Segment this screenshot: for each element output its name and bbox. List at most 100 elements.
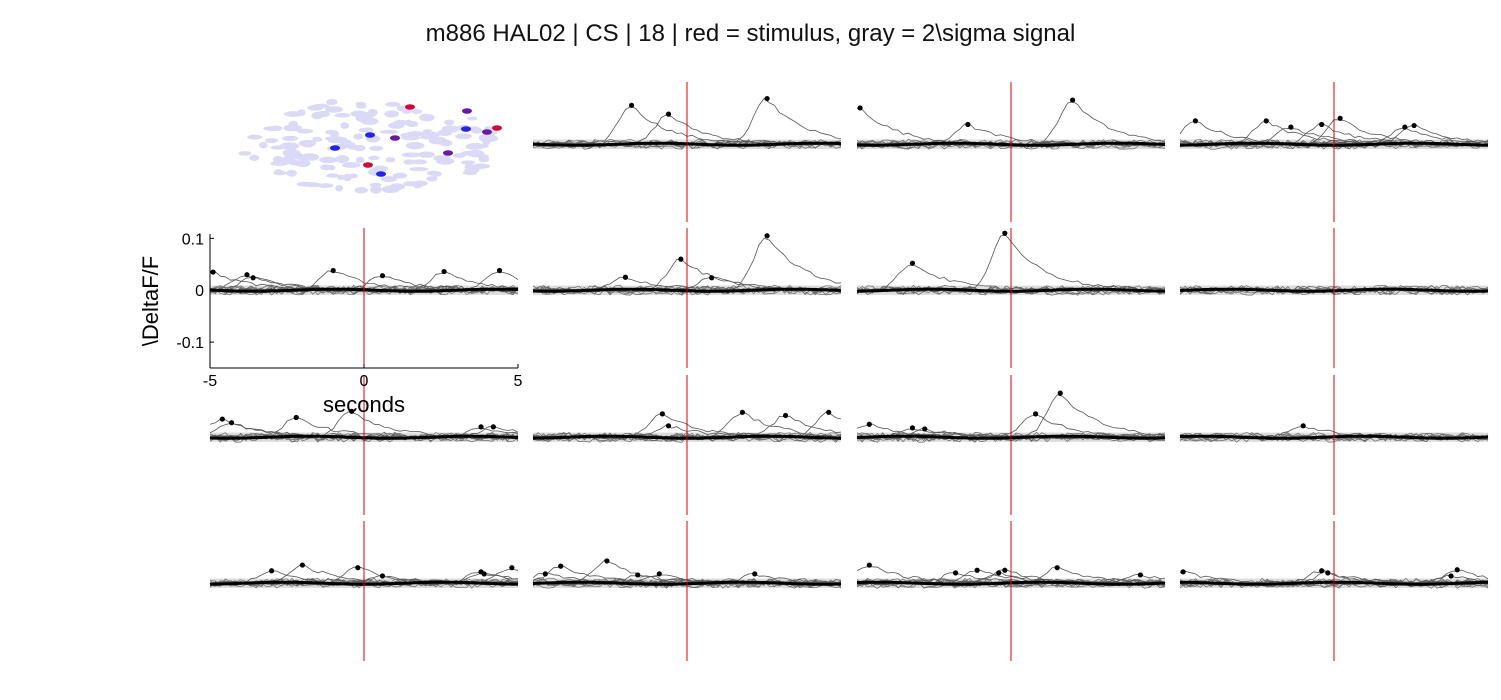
- roi-background: [466, 142, 485, 150]
- peak-marker: [1319, 121, 1325, 128]
- roi-background: [284, 153, 298, 160]
- peak-marker: [764, 233, 770, 239]
- peak-marker: [635, 572, 641, 578]
- trace-panel-r2c2: [532, 228, 842, 368]
- peak-marker: [210, 269, 216, 275]
- roi-background: [478, 156, 490, 163]
- roi-background: [286, 169, 297, 177]
- x-axis-label: seconds: [323, 392, 405, 417]
- peak-marker: [1137, 572, 1143, 578]
- peak-marker: [965, 121, 971, 128]
- roi-background: [406, 131, 425, 137]
- roi-background: [404, 119, 413, 126]
- peak-marker: [628, 102, 635, 108]
- peak-marker: [1057, 390, 1063, 396]
- peak-marker: [678, 256, 684, 262]
- roi-background: [388, 122, 405, 129]
- roi-background: [402, 109, 412, 114]
- peak-marker: [1180, 569, 1186, 575]
- roi-background: [409, 167, 429, 172]
- y-tick-label: -0.1: [176, 335, 204, 352]
- roi-background: [247, 134, 263, 140]
- x-tick-label: -5: [203, 373, 217, 390]
- peak-marker: [739, 409, 746, 415]
- axes-row2-col1: 0.1 0 -0.1 -5 0 5 seconds \DeltaF/F: [138, 231, 523, 417]
- peak-marker: [752, 571, 758, 577]
- roi-background: [455, 133, 472, 140]
- roi-highlight: [390, 135, 400, 141]
- peak-marker: [558, 563, 564, 569]
- roi-background: [282, 135, 299, 142]
- roi-background: [284, 111, 303, 117]
- roi-background: [370, 185, 382, 194]
- roi-background: [335, 155, 350, 164]
- roi-background: [270, 145, 285, 150]
- roi-background: [385, 157, 396, 163]
- x-tick-label: 5: [514, 373, 523, 390]
- roi-highlight: [363, 162, 373, 168]
- roi-background: [462, 170, 478, 176]
- peak-marker: [665, 423, 672, 429]
- peak-marker: [622, 274, 629, 280]
- peak-marker: [330, 267, 336, 274]
- roi-background: [296, 181, 315, 187]
- peak-marker: [228, 420, 235, 426]
- roi-highlight: [461, 126, 471, 132]
- peak-marker: [952, 570, 959, 576]
- roi-background: [303, 143, 314, 148]
- peak-marker: [1033, 411, 1039, 417]
- roi-highlight: [330, 145, 340, 151]
- peak-marker: [1054, 565, 1060, 571]
- peak-marker: [299, 562, 305, 568]
- peak-marker: [1319, 568, 1325, 574]
- roi-highlight: [482, 129, 492, 135]
- trace-panel-r2c4: [1179, 228, 1489, 368]
- roi-background: [294, 159, 311, 168]
- roi-background: [288, 120, 298, 128]
- roi-background: [283, 124, 303, 132]
- peak-marker: [490, 424, 496, 430]
- roi-background: [472, 163, 490, 169]
- peak-marker: [665, 111, 672, 117]
- roi-background: [368, 155, 380, 161]
- roi-background: [413, 182, 423, 189]
- trace-panel-r2c3: [856, 228, 1166, 368]
- roi-background: [379, 129, 398, 134]
- roi-background: [263, 126, 282, 131]
- roi-background: [470, 127, 483, 134]
- peak-marker: [659, 411, 665, 417]
- roi-background: [380, 176, 397, 183]
- peak-marker: [269, 568, 275, 574]
- roi-highlight: [376, 171, 386, 177]
- roi-background: [355, 114, 373, 123]
- y-axis-label: \DeltaF/F: [138, 256, 163, 346]
- roi-background: [464, 163, 475, 171]
- roi-background: [238, 151, 252, 156]
- roi-background: [411, 109, 423, 114]
- peak-marker: [1448, 573, 1454, 579]
- roi-background: [392, 172, 408, 179]
- roi-highlight: [492, 125, 502, 131]
- peak-marker: [857, 105, 863, 111]
- peak-marker: [764, 95, 770, 102]
- roi-background: [295, 155, 315, 161]
- trace-panel-r4c4: [1179, 521, 1489, 661]
- peak-marker: [866, 562, 872, 568]
- roi-background: [311, 111, 323, 120]
- peak-marker: [1325, 570, 1331, 576]
- roi-background: [431, 171, 442, 177]
- peak-marker: [1402, 124, 1408, 130]
- trace-panel-r3c2: [532, 375, 842, 515]
- peak-marker: [782, 412, 789, 419]
- roi-background: [426, 176, 438, 182]
- peak-marker: [826, 409, 832, 415]
- peak-marker: [1411, 122, 1417, 129]
- roi-background: [353, 133, 364, 140]
- peak-marker: [244, 272, 250, 278]
- roi-highlight: [443, 150, 453, 156]
- roi-background: [259, 141, 268, 149]
- roi-background: [326, 173, 340, 178]
- trace-panel-r1c4: [1179, 82, 1489, 222]
- trace-panel-r4c1: [209, 521, 519, 661]
